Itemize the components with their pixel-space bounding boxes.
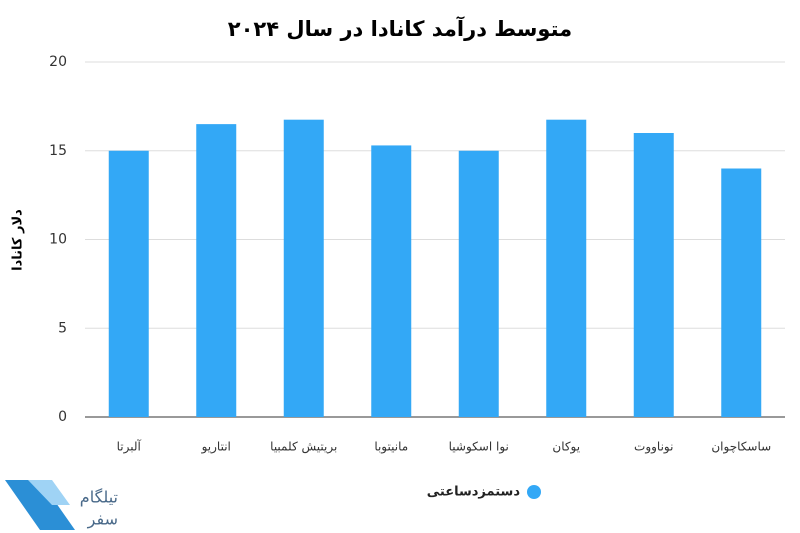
y-tick-label: 20 [49, 54, 67, 70]
x-tick-label: نوناووت [634, 440, 673, 455]
x-tick-label: یوکان [552, 440, 580, 455]
x-tick-label: ساسکاچوان [711, 440, 771, 455]
x-tick-label: انتاریو [201, 440, 231, 455]
bar [633, 133, 674, 417]
logo-text: سفر [87, 510, 118, 530]
logo-text: تیلگام [80, 488, 118, 507]
x-tick-label: مانیتوبا [374, 440, 408, 455]
bar [196, 124, 237, 417]
bar [371, 145, 412, 418]
chart-title: متوسط درآمد کانادا در سال ۲۰۲۴ [228, 16, 572, 41]
bar [546, 119, 587, 417]
y-tick-label: 10 [49, 232, 67, 248]
y-tick-label: 15 [49, 143, 67, 159]
x-tick-label: بریتیش کلمبیا [270, 440, 337, 455]
logo: تیلگام سفر [5, 480, 118, 530]
y-tick-label: 5 [58, 320, 67, 336]
bar [721, 168, 762, 417]
x-tick-label: آلبرتا [117, 439, 142, 455]
bar [108, 150, 149, 417]
y-axis-label: دلار کانادا [11, 209, 26, 271]
y-tick-label: 0 [58, 409, 67, 425]
logo-shape [5, 480, 75, 530]
x-tick-label: نوا اسکوشیا [449, 440, 509, 455]
logo-shape [28, 480, 70, 505]
bar [458, 150, 499, 417]
legend-label: دستمزدساعتی [427, 485, 521, 500]
legend-marker [527, 485, 541, 499]
bar [283, 119, 324, 417]
